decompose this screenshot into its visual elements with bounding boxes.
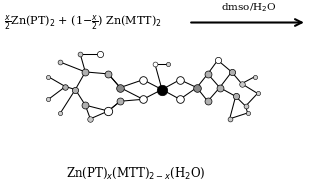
Text: $\frac{x}{2}$Zn(PT)$_2$ + (1$-\frac{x}{2}$) Zn(MTT)$_2$: $\frac{x}{2}$Zn(PT)$_2$ + (1$-\frac{x}{2… (4, 13, 162, 32)
Text: dmso/H$_2$O: dmso/H$_2$O (221, 2, 276, 14)
Text: Zn(PT)$_x$(MTT)$_{2-x}$(H$_2$O): Zn(PT)$_x$(MTT)$_{2-x}$(H$_2$O) (66, 166, 206, 181)
